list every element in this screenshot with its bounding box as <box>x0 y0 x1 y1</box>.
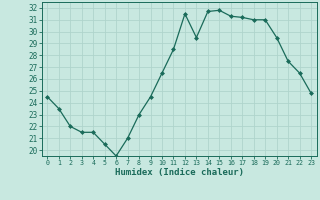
X-axis label: Humidex (Indice chaleur): Humidex (Indice chaleur) <box>115 168 244 177</box>
